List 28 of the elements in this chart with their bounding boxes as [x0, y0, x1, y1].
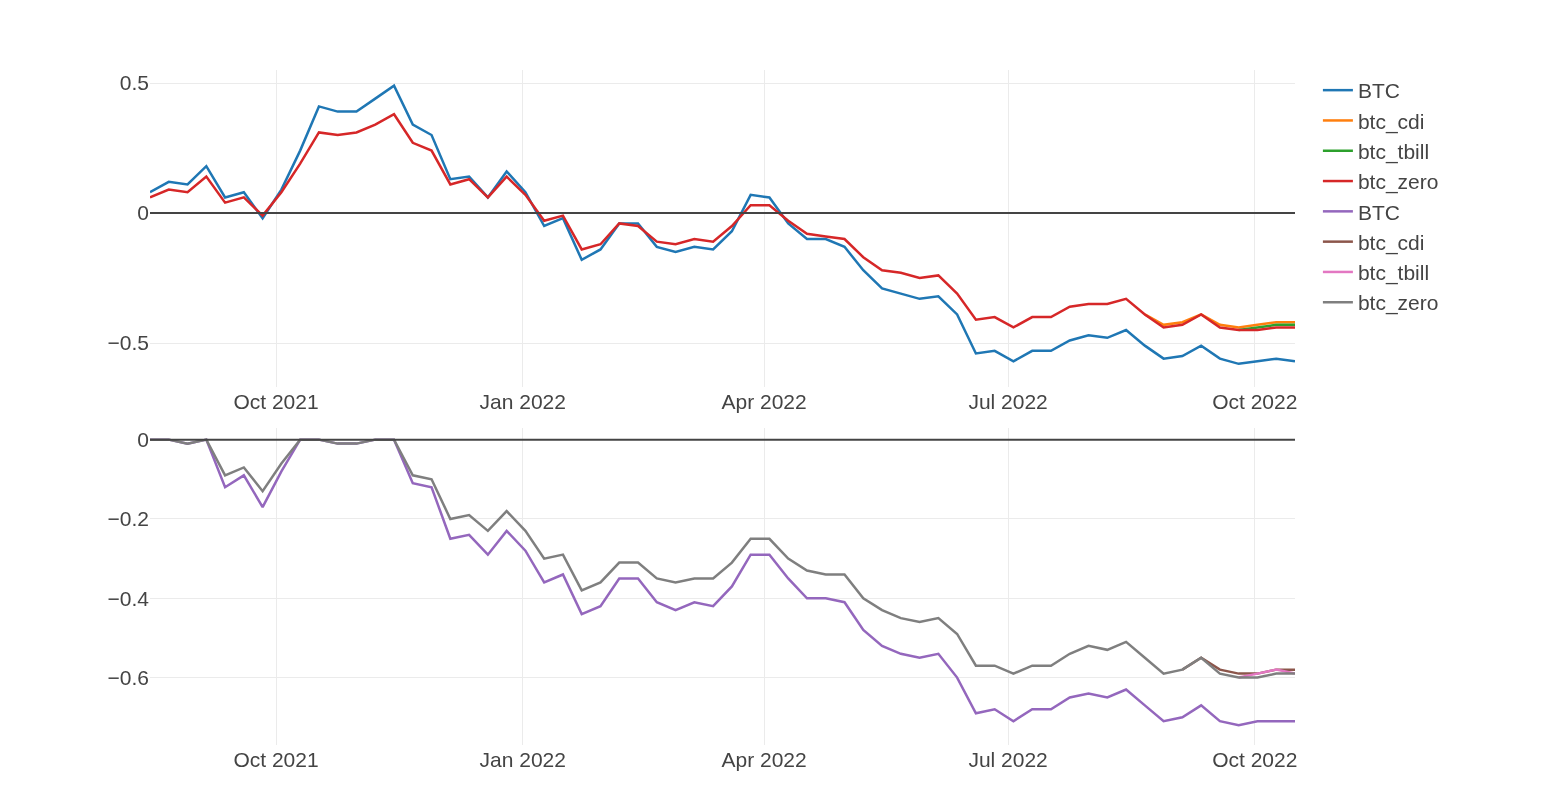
y-tick-label: 0 [137, 428, 149, 451]
x-tick-label: Jul 2022 [968, 748, 1048, 771]
legend-label: btc_zero [1357, 170, 1439, 195]
x-tick-label: Jul 2022 [968, 390, 1048, 414]
x-tick-label: Apr 2022 [721, 748, 807, 771]
y-tick-label: 0 [137, 201, 149, 225]
legend-label: btc_cdi [1357, 230, 1425, 255]
legend-label: BTC [1357, 79, 1400, 103]
x-tick-label: Oct 2022 [1212, 748, 1298, 771]
line-series [150, 438, 1295, 679]
x-tick-label: Oct 2021 [233, 748, 319, 771]
x-tick-label: Apr 2022 [721, 390, 807, 414]
legend-label: BTC [1357, 200, 1400, 224]
x-tick-label: Jan 2022 [479, 390, 566, 414]
x-tick-label: Oct 2022 [1212, 390, 1298, 414]
legend-label: btc_zero [1357, 291, 1439, 316]
x-tick-label: Jan 2022 [479, 748, 566, 771]
legend-label: btc_tbill [1357, 261, 1430, 286]
y-tick-label: −0.2 [107, 507, 149, 531]
line-series [150, 112, 1295, 332]
y-tick-label: −0.4 [107, 586, 150, 610]
legend-label: btc_tbill [1357, 139, 1430, 164]
y-tick-label: −0.5 [107, 331, 149, 355]
line-series [150, 84, 1295, 366]
legend-label: btc_cdi [1357, 109, 1425, 134]
y-tick-label: −0.6 [107, 665, 149, 689]
y-tick-label: 0.5 [119, 71, 149, 95]
x-tick-label: Oct 2021 [233, 390, 319, 414]
